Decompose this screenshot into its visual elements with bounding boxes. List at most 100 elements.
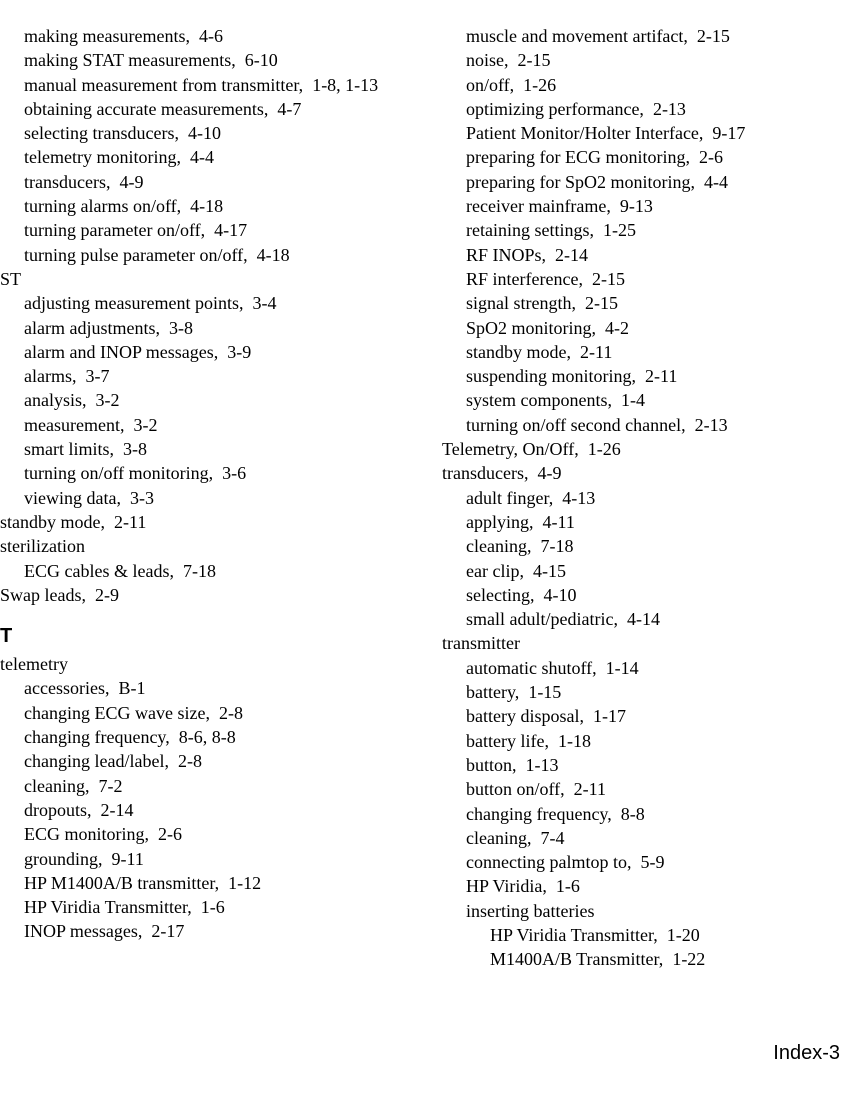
entry-ref: 4-10 [179, 123, 221, 143]
entry-ref: 1-17 [584, 706, 626, 726]
entry-text: transducers, [24, 172, 110, 192]
entry-ref: 1-12 [219, 873, 261, 893]
entry-text: HP Viridia, [466, 876, 547, 896]
entry-ref: 4-9 [110, 172, 143, 192]
index-entry: muscle and movement artifact, 2-15 [442, 24, 854, 48]
entry-text: HP Viridia Transmitter, [490, 925, 658, 945]
index-entry: standby mode, 2-11 [442, 340, 854, 364]
index-entry: inserting batteries [442, 899, 854, 923]
entry-text: standby mode, [466, 342, 571, 362]
index-entry: Swap leads, 2-9 [0, 583, 427, 607]
entry-ref: 4-9 [528, 463, 561, 483]
entry-ref: 7-18 [174, 561, 216, 581]
index-entry: turning alarms on/off, 4-18 [0, 194, 427, 218]
entry-text: system components, [466, 390, 612, 410]
index-entry: ECG cables & leads, 7-18 [0, 559, 427, 583]
index-entry: selecting transducers, 4-10 [0, 121, 427, 145]
right-column: muscle and movement artifact, 2-15noise,… [427, 24, 854, 972]
entry-ref: 2-8 [210, 703, 243, 723]
index-entry: preparing for ECG monitoring, 2-6 [442, 145, 854, 169]
entry-ref: 3-8 [160, 318, 193, 338]
entry-ref: 1-26 [514, 75, 556, 95]
index-entry: selecting, 4-10 [442, 583, 854, 607]
entry-text: changing frequency, [24, 727, 170, 747]
entry-text: telemetry [0, 654, 68, 674]
entry-text: adjusting measurement points, [24, 293, 243, 313]
entry-text: selecting transducers, [24, 123, 179, 143]
index-entry: RF interference, 2-15 [442, 267, 854, 291]
entry-text: small adult/pediatric, [466, 609, 618, 629]
index-entry: changing ECG wave size, 2-8 [0, 701, 427, 725]
index-entry: transmitter [442, 631, 854, 655]
index-entry: system components, 1-4 [442, 388, 854, 412]
index-entry: dropouts, 2-14 [0, 798, 427, 822]
index-entry: standby mode, 2-11 [0, 510, 427, 534]
entry-text: changing ECG wave size, [24, 703, 210, 723]
entry-text: M1400A/B Transmitter, [490, 949, 663, 969]
index-entry: turning pulse parameter on/off, 4-18 [0, 243, 427, 267]
entry-ref: 2-15 [688, 26, 730, 46]
entry-ref: 3-2 [124, 415, 157, 435]
index-entry: HP M1400A/B transmitter, 1-12 [0, 871, 427, 895]
index-entry: battery, 1-15 [442, 680, 854, 704]
entry-ref: 3-9 [218, 342, 251, 362]
index-entry: grounding, 9-11 [0, 847, 427, 871]
entry-text: receiver mainframe, [466, 196, 611, 216]
entry-text: signal strength, [466, 293, 576, 313]
index-entry: making measurements, 4-6 [0, 24, 427, 48]
entry-ref: 3-4 [243, 293, 276, 313]
entry-text: battery disposal, [466, 706, 584, 726]
entry-text: inserting batteries [466, 901, 594, 921]
index-entry: transducers, 4-9 [0, 170, 427, 194]
index-entry: measurement, 3-2 [0, 413, 427, 437]
entry-ref: 2-11 [565, 779, 606, 799]
entry-text: alarm adjustments, [24, 318, 160, 338]
entry-text: obtaining accurate measurements, [24, 99, 268, 119]
entry-text: retaining settings, [466, 220, 594, 240]
index-entry: HP Viridia, 1-6 [442, 874, 854, 898]
index-entry: on/off, 1-26 [442, 73, 854, 97]
entry-text: grounding, [24, 849, 103, 869]
entry-text: accessories, [24, 678, 109, 698]
entry-text: alarm and INOP messages, [24, 342, 218, 362]
index-columns: making measurements, 4-6making STAT meas… [0, 24, 864, 972]
entry-ref: 1-18 [549, 731, 591, 751]
index-entry: suspending monitoring, 2-11 [442, 364, 854, 388]
entry-ref: 1-13 [517, 755, 559, 775]
entry-ref: 2-15 [583, 269, 625, 289]
entry-ref: 3-8 [114, 439, 147, 459]
entry-ref: 4-15 [524, 561, 566, 581]
index-entry: alarm adjustments, 3-8 [0, 316, 427, 340]
entry-ref: 1-4 [612, 390, 645, 410]
entry-ref: 2-11 [636, 366, 677, 386]
entry-ref: 4-7 [268, 99, 301, 119]
entry-text: changing frequency, [466, 804, 612, 824]
entry-ref: 3-6 [213, 463, 246, 483]
entry-ref: 2-14 [546, 245, 588, 265]
entry-text: SpO2 monitoring, [466, 318, 596, 338]
index-entry: making STAT measurements, 6-10 [0, 48, 427, 72]
entry-ref: 8-6, 8-8 [170, 727, 236, 747]
index-entry: automatic shutoff, 1-14 [442, 656, 854, 680]
entry-text: RF INOPs, [466, 245, 546, 265]
entry-text: muscle and movement artifact, [466, 26, 688, 46]
entry-text: Patient Monitor/Holter Interface, [466, 123, 703, 143]
entry-ref: 2-13 [644, 99, 686, 119]
index-entry: ST [0, 267, 427, 291]
entry-ref: 6-10 [236, 50, 278, 70]
entry-ref: 4-2 [596, 318, 629, 338]
index-entry: accessories, B-1 [0, 676, 427, 700]
entry-ref: 4-10 [534, 585, 576, 605]
entry-text: preparing for ECG monitoring, [466, 147, 690, 167]
entry-text: smart limits, [24, 439, 114, 459]
entry-text: making STAT measurements, [24, 50, 236, 70]
entry-ref: 4-4 [181, 147, 214, 167]
index-entry: turning on/off second channel, 2-13 [442, 413, 854, 437]
index-entry: preparing for SpO2 monitoring, 4-4 [442, 170, 854, 194]
index-entry: viewing data, 3-3 [0, 486, 427, 510]
entry-ref: 4-4 [695, 172, 728, 192]
index-entry: manual measurement from transmitter, 1-8… [0, 73, 427, 97]
index-entry: receiver mainframe, 9-13 [442, 194, 854, 218]
index-entry: RF INOPs, 2-14 [442, 243, 854, 267]
entry-ref: 4-18 [248, 245, 290, 265]
